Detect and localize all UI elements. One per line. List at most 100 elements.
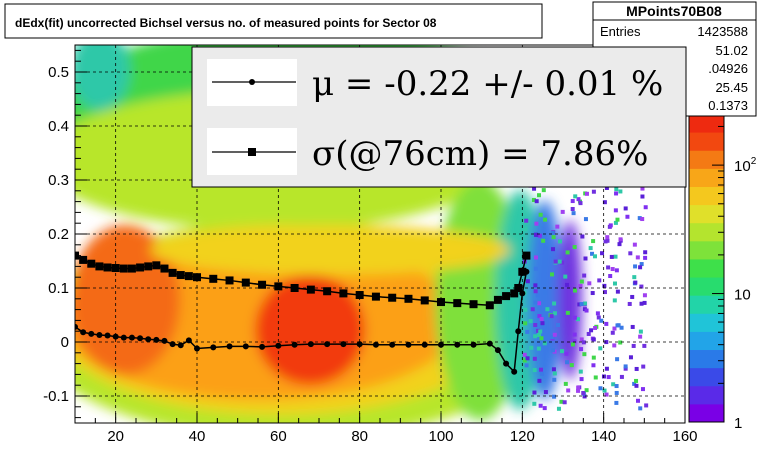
palette-swatch (689, 313, 724, 332)
data-point-square (306, 285, 315, 294)
heatmap-cell (579, 302, 584, 307)
heatmap-cell (591, 239, 596, 244)
palette-swatch (689, 186, 724, 206)
heatmap-cell (606, 375, 611, 380)
heatmap-cell (586, 331, 591, 336)
heatmap-cell (543, 217, 548, 222)
data-point-circle (96, 331, 103, 338)
heatmap-cell (578, 369, 583, 374)
data-point-square (493, 295, 502, 304)
heatmap-cell (636, 398, 641, 403)
heatmap-cell (612, 298, 617, 303)
stats-label-entries: Entries (600, 24, 641, 39)
data-point-circle (75, 323, 78, 330)
heatmap-cell (538, 403, 543, 408)
heatmap-cell (531, 197, 536, 202)
heatmap-cell (643, 250, 648, 255)
data-point-circle (259, 343, 266, 350)
heatmap-cell (582, 301, 587, 306)
heatmap-cell (608, 223, 613, 228)
heatmap-cell (552, 332, 557, 337)
palette-label: 102 (734, 156, 757, 175)
heatmap-cell (613, 281, 618, 286)
data-point-square (388, 293, 397, 302)
heatmap-cell (584, 388, 589, 393)
heatmap-cell (573, 288, 578, 293)
heatmap-cell (560, 349, 565, 354)
heatmap-cell (577, 302, 582, 307)
heatmap-cell (535, 293, 540, 298)
title-box: dEdx(fit) uncorrected Bichsel versus no.… (4, 3, 543, 39)
data-point-square (75, 251, 79, 260)
heatmap-cell (571, 211, 576, 216)
data-point-square (127, 264, 136, 273)
heatmap-cell (637, 216, 642, 221)
x-tick-label: 140 (591, 428, 616, 445)
heatmap-cell (602, 200, 607, 205)
heatmap-cell (550, 335, 555, 340)
heatmap-cell (552, 311, 557, 316)
series-line-square (75, 254, 528, 307)
x-tick-label: 60 (270, 428, 287, 445)
heatmap-cell (643, 205, 648, 210)
data-point-square (323, 287, 332, 296)
data-point-square (184, 272, 193, 281)
data-point-square (355, 291, 364, 300)
heatmap-cell (551, 235, 556, 240)
data-point-circle (194, 345, 200, 352)
heatmap-cell (590, 291, 595, 296)
heatmap-cell (552, 371, 557, 376)
heatmap-cell (593, 375, 598, 380)
heatmap-cell (563, 381, 568, 386)
heatmap-cell (583, 217, 588, 222)
data-point-square (453, 299, 462, 308)
x-tick-label: 80 (351, 428, 368, 445)
heatmap-cell (610, 330, 615, 335)
data-point-circle (120, 334, 127, 341)
heatmap-cell (539, 367, 544, 372)
heatmap-cell (566, 388, 571, 393)
heatmap-cell (537, 301, 542, 306)
heatmap-cell (584, 191, 589, 196)
heatmap-cell (536, 346, 541, 351)
data-point-square (95, 262, 104, 271)
heatmap-cell (602, 388, 607, 393)
data-point-circle (145, 336, 152, 343)
heatmap-cell (631, 343, 636, 348)
data-point-circle (372, 341, 379, 348)
heatmap-cell (529, 345, 534, 350)
heatmap-cell (591, 337, 596, 342)
heatmap-cell (537, 314, 542, 319)
data-point-circle (226, 343, 233, 350)
data-point-circle (340, 341, 347, 348)
data-point-circle (169, 341, 176, 348)
heatmap-cell (582, 273, 587, 278)
heatmap-cell (565, 310, 570, 315)
palette-swatch (689, 204, 724, 224)
data-point-square (79, 255, 88, 264)
palette-label: 1 (734, 415, 742, 432)
heatmap-cell (536, 332, 541, 337)
x-tick-label: 160 (672, 428, 697, 445)
data-point-circle (185, 337, 192, 344)
y-tick-label: 0.1 (48, 280, 69, 297)
data-point-square (518, 267, 527, 276)
heatmap-cell (604, 366, 609, 371)
heatmap-cell (538, 329, 543, 334)
heatmap-cell (632, 242, 637, 247)
heatmap-cell (575, 317, 580, 322)
heatmap-cell (591, 355, 596, 360)
heatmap-cell (590, 251, 595, 256)
heatmap-cell (579, 347, 584, 352)
palette-swatch (689, 385, 724, 405)
heatmap-cell (619, 374, 624, 379)
data-point-square (339, 289, 348, 298)
palette-swatch (689, 258, 724, 278)
heatmap-cell (579, 279, 584, 284)
chart-title: dEdx(fit) uncorrected Bichsel versus no.… (15, 16, 437, 30)
heatmap-cell (638, 329, 643, 334)
data-point-square (103, 263, 112, 272)
y-tick-label: 0.5 (48, 64, 69, 81)
heatmap-cell (634, 378, 639, 383)
